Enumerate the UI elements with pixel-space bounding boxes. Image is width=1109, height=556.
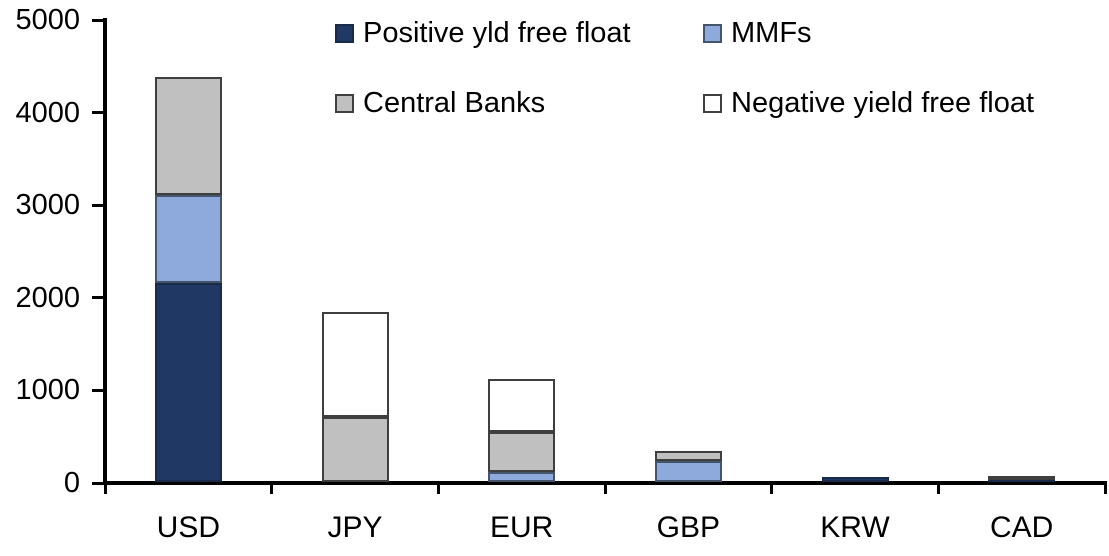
- x-axis-tick: [936, 485, 940, 494]
- legend-item-negative-yield-free-float: Negative yield free float: [703, 88, 1034, 118]
- y-axis-tick: [92, 203, 105, 207]
- bar-segment-central-banks-usd: [154, 77, 222, 195]
- x-axis-category-label: CAD: [989, 511, 1054, 544]
- legend-label-negative-yield-free-float: Negative yield free float: [731, 87, 1035, 119]
- bar-segment-central-banks-eur: [488, 431, 556, 472]
- y-axis-tick: [92, 111, 105, 115]
- y-axis-tick-label: 3000: [15, 189, 80, 222]
- bar-segment-positive-yld-free-float-usd: [154, 282, 222, 482]
- bar-segment-mmfs-gbp: [654, 460, 722, 482]
- legend-label-positive-yld-free-float: Positive yld free float: [363, 17, 631, 49]
- x-axis-line: [103, 481, 1107, 485]
- bar-segment-mmfs-usd: [154, 194, 222, 283]
- legend-item-positive-yld-free-float: Positive yld free float: [335, 18, 631, 48]
- legend-swatch-mmfs: [703, 23, 722, 43]
- y-axis-tick-label: 2000: [15, 281, 80, 314]
- bar-segment-positive-yld-free-float-krw: [821, 477, 889, 482]
- legend-swatch-central-banks: [335, 93, 354, 113]
- x-axis-category-label: GBP: [656, 511, 720, 544]
- y-axis-tick: [92, 481, 105, 485]
- y-axis-tick-label: 0: [63, 467, 80, 499]
- x-axis-tick: [103, 485, 107, 494]
- y-axis-tick-label: 5000: [15, 4, 80, 36]
- bar-segment-central-banks-jpy: [321, 417, 389, 482]
- legend-label-mmfs: MMFs: [731, 17, 812, 49]
- x-axis-tick: [770, 485, 774, 494]
- legend-item-central-banks: Central Banks: [335, 88, 545, 118]
- legend-swatch-positive-yld-free-float: [335, 23, 354, 43]
- x-axis-tick: [436, 485, 440, 494]
- y-axis-tick-label: 4000: [15, 96, 80, 129]
- legend-label-central-banks: Central Banks: [363, 87, 546, 119]
- bar-segment-negative-yield-free-float-eur: [488, 379, 556, 432]
- x-axis-category-label: KRW: [820, 511, 890, 544]
- x-axis-category-label: USD: [156, 511, 220, 544]
- y-axis-tick-label: 1000: [15, 374, 80, 407]
- y-axis-tick: [92, 18, 105, 22]
- y-axis-tick: [92, 388, 105, 392]
- bar-segment-mmfs-eur: [488, 471, 556, 482]
- legend-item-mmfs: MMFs: [703, 18, 812, 48]
- y-axis-tick: [92, 296, 105, 300]
- x-axis-category-label: JPY: [327, 511, 383, 544]
- x-axis-tick: [603, 485, 607, 494]
- x-axis-category-label: EUR: [489, 511, 554, 544]
- legend-swatch-negative-yield-free-float: [703, 93, 722, 113]
- bar-segment-central-banks-cad: [988, 475, 1056, 480]
- x-axis-tick: [1103, 485, 1107, 494]
- bar-segment-negative-yield-free-float-jpy: [321, 311, 389, 418]
- y-axis-line: [103, 18, 107, 485]
- bar-segment-central-banks-gbp: [654, 450, 722, 461]
- x-axis-tick: [270, 485, 274, 494]
